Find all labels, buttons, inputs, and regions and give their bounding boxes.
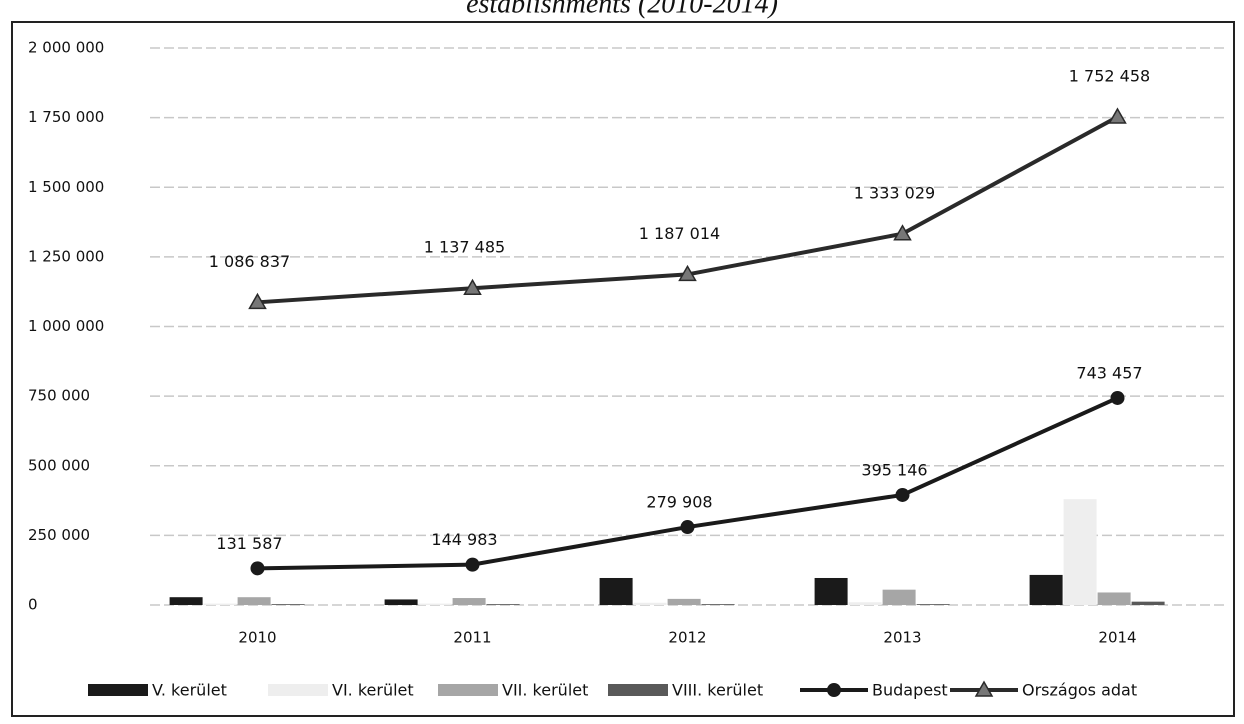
bar [599, 577, 633, 605]
legend-marker [974, 680, 994, 697]
x-tick-label: 2012 [668, 629, 706, 647]
x-tick-label: 2010 [238, 629, 276, 647]
bar [667, 598, 701, 605]
data-label: 395 146 [861, 460, 927, 479]
y-tick-label: 500 000 [28, 456, 90, 474]
y-tick-label: 1 500 000 [28, 178, 104, 196]
bar [1029, 574, 1063, 605]
y-tick-label: 1 750 000 [28, 108, 104, 126]
bar [203, 603, 237, 605]
y-tick-label: 2 000 000 [28, 39, 104, 57]
bar [1097, 592, 1131, 605]
data-label: 743 457 [1076, 363, 1142, 382]
bar [1063, 499, 1097, 605]
legend-label: Országos adat [1022, 681, 1137, 700]
point [895, 487, 910, 502]
point [893, 224, 912, 241]
bar [701, 604, 735, 605]
legend-swatch [268, 684, 328, 696]
bar [882, 589, 916, 605]
legend-label: V. kerület [152, 681, 227, 700]
point [465, 557, 480, 572]
point [248, 292, 267, 310]
chart-title: establishments (2010-2014) [466, 0, 778, 19]
legend-swatch [608, 684, 668, 696]
data-label: 279 908 [646, 493, 712, 512]
bar [452, 598, 486, 605]
y-tick-label: 0 [28, 596, 38, 614]
bar [848, 602, 882, 605]
x-tick-label: 2014 [1098, 629, 1136, 647]
point [250, 561, 265, 576]
bar [169, 597, 203, 605]
bar [418, 603, 452, 605]
bar [486, 604, 520, 605]
bar [633, 602, 667, 605]
point [680, 520, 695, 535]
bar [916, 604, 950, 605]
y-tick-label: 1 250 000 [28, 247, 104, 265]
point [1108, 107, 1127, 124]
line [257, 396, 1119, 571]
x-tick-label: 2011 [453, 629, 491, 647]
data-label: 1 333 029 [854, 183, 935, 202]
legend-marker [827, 683, 841, 697]
chart-border [11, 21, 1235, 717]
x-tick-label: 2013 [883, 629, 921, 647]
data-label: 1 752 458 [1069, 66, 1150, 85]
y-tick-label: 750 000 [28, 387, 90, 405]
data-label: 144 983 [431, 530, 497, 549]
legend-label: VII. kerület [502, 681, 588, 700]
bar [814, 577, 848, 605]
legend-label: VIII. kerület [672, 681, 763, 700]
legend-swatch [88, 684, 148, 696]
bar [237, 597, 271, 605]
legend-swatch [438, 684, 498, 696]
bar [271, 604, 305, 605]
bar [384, 599, 418, 605]
y-tick-label: 250 000 [28, 526, 90, 544]
point [678, 264, 697, 282]
legend-label: VI. kerület [332, 681, 414, 700]
data-label: 1 137 485 [424, 238, 505, 257]
data-label: 131 587 [216, 534, 282, 553]
data-label: 1 187 014 [639, 224, 720, 243]
y-tick-label: 1 000 000 [28, 317, 104, 335]
legend-label: Budapest [872, 681, 948, 700]
point [463, 278, 482, 295]
bar [1131, 601, 1165, 605]
data-label: 1 086 837 [209, 252, 290, 271]
point [1110, 390, 1125, 405]
